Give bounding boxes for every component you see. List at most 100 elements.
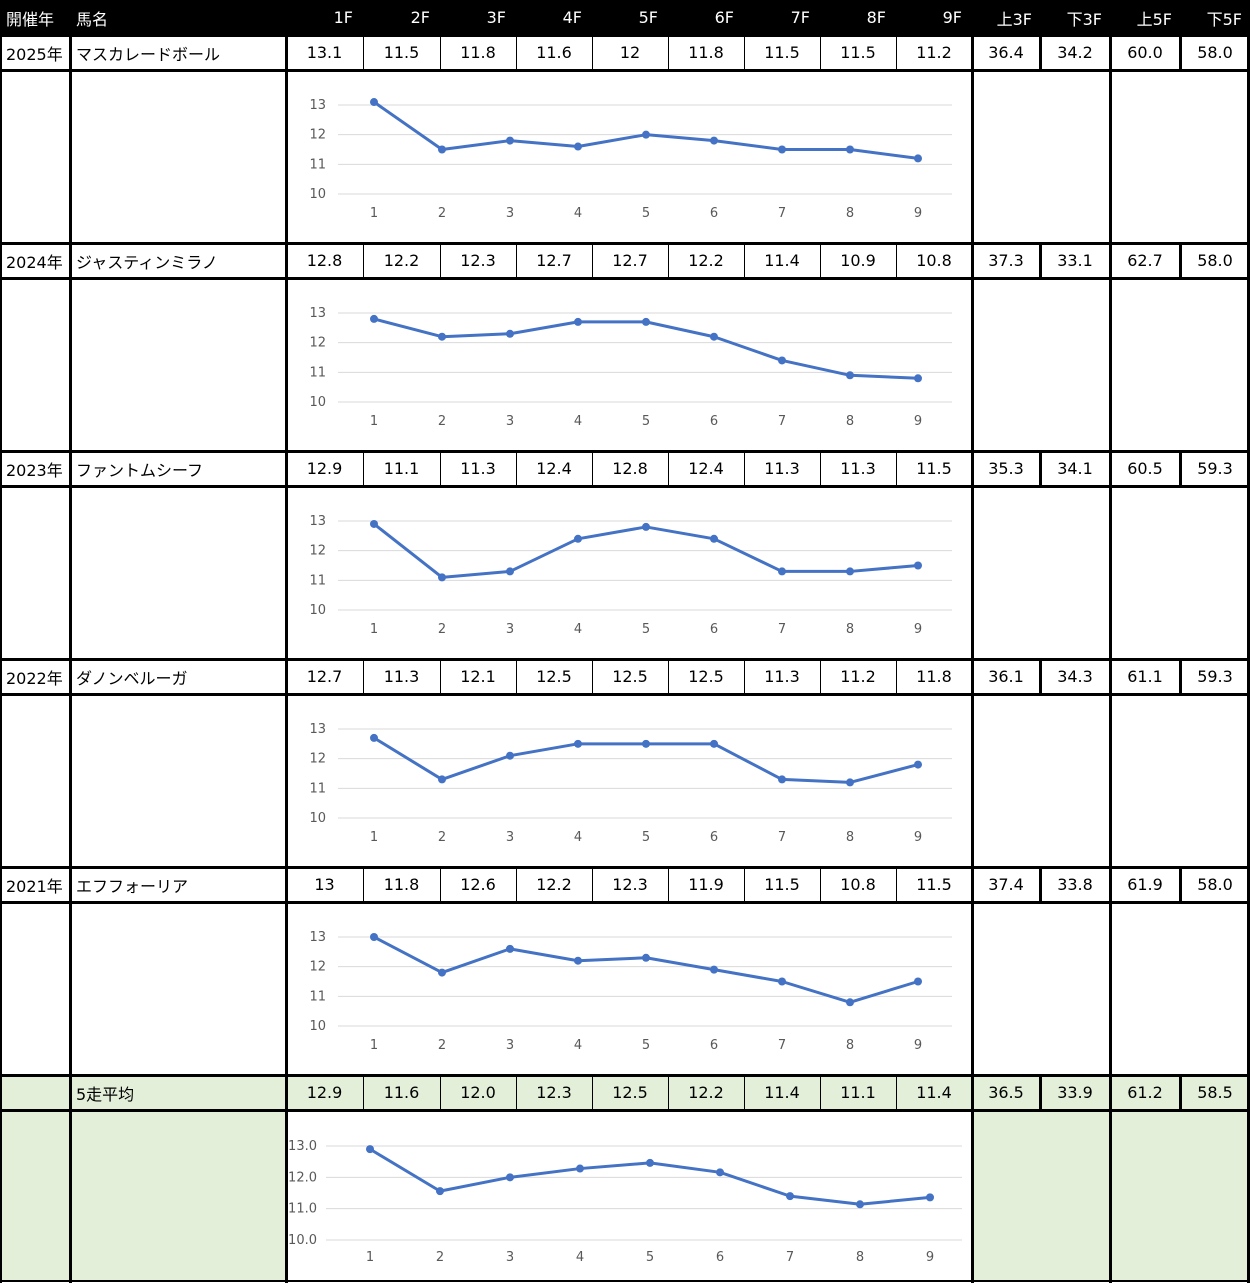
- lap-cell-8: 10.8: [840, 875, 876, 894]
- grid-vline: [1179, 451, 1182, 486]
- grid-vline: [69, 451, 72, 486]
- grid-vline: [285, 451, 288, 486]
- lap-cell-5: 12: [619, 43, 641, 62]
- split-cell-2: 33.1: [1057, 251, 1093, 270]
- grid-vline: [1247, 451, 1250, 486]
- data-point: [642, 317, 650, 326]
- row-horse-name: マスカレードボール: [76, 44, 221, 64]
- header-lap-9: 9F: [896, 0, 972, 35]
- header-lap-5: 5F: [592, 0, 668, 35]
- grid-vline: [440, 35, 441, 70]
- grid-vline: [971, 867, 974, 902]
- lap-cell-7: 11.5: [764, 43, 800, 62]
- header-year: 開催年: [0, 0, 70, 35]
- data-point: [846, 145, 854, 154]
- grid-vline: [440, 451, 441, 486]
- series-line: [373, 317, 919, 380]
- grid-vline: [1247, 35, 1250, 70]
- split-cell-1: 37.3: [988, 251, 1024, 270]
- data-point: [926, 1193, 934, 1202]
- series-line: [373, 100, 919, 160]
- grid-vline: [285, 35, 288, 70]
- data-point: [914, 154, 922, 163]
- split-cell-1: 37.4: [988, 875, 1024, 894]
- grid-vline: [69, 1110, 72, 1283]
- grid-vline: [1109, 70, 1112, 243]
- grid-vline: [69, 486, 72, 659]
- y-tick-label: 10: [309, 1019, 326, 1034]
- split-cell-4: 58.0: [1197, 251, 1233, 270]
- lap-cell-7: 11.3: [764, 667, 800, 686]
- split-cell-3: 61.2: [1127, 1083, 1163, 1102]
- grid-vline: [1247, 902, 1250, 1075]
- data-point: [642, 522, 650, 531]
- grid-vline: [896, 451, 897, 486]
- grid-vline: [69, 70, 72, 243]
- y-tick-label: 12: [309, 336, 326, 351]
- grid-vline: [0, 1110, 2, 1283]
- grid-vline: [896, 867, 897, 902]
- grid-hline: [0, 1280, 1250, 1282]
- grid-vline: [440, 659, 441, 694]
- grid-hline: [0, 34, 1250, 37]
- grid-vline: [363, 243, 364, 278]
- grid-vline: [1247, 278, 1250, 451]
- grid-vline: [440, 1075, 441, 1110]
- lap-cell-3: 12.0: [460, 1083, 496, 1102]
- grid-vline: [69, 659, 72, 694]
- grid-vline: [0, 1075, 2, 1110]
- grid-vline: [1247, 694, 1250, 867]
- x-tick-label: 7: [778, 830, 786, 845]
- data-point: [370, 98, 378, 107]
- grid-vline: [1109, 1110, 1112, 1283]
- y-tick-label: 13: [309, 930, 326, 945]
- y-tick-label: 10: [309, 187, 326, 202]
- x-tick-label: 1: [370, 414, 378, 429]
- grid-vline: [896, 35, 897, 70]
- row-horse-name: ファントムシーフ: [76, 460, 204, 480]
- x-tick-label: 8: [846, 206, 854, 221]
- grid-vline: [1247, 1075, 1250, 1110]
- grid-vline: [0, 278, 2, 451]
- header-lap-4: 4F: [516, 0, 592, 35]
- x-tick-label: 5: [642, 1038, 650, 1053]
- line-chart-svg: 10.0 11.0 12.0 13.0 1 2 3 4 5 6 7 8 9: [288, 1139, 962, 1265]
- grid-hline: [0, 1109, 1250, 1112]
- y-tick-label: 10: [309, 811, 326, 826]
- x-tick-label: 3: [506, 414, 514, 429]
- grid-vline: [1109, 902, 1112, 1075]
- split-cell-4: 58.0: [1197, 43, 1233, 62]
- header-split-2: 下3F: [1040, 0, 1110, 35]
- lap-cell-3: 11.8: [460, 43, 496, 62]
- grid-vline: [1109, 243, 1112, 278]
- lap-cell-6: 12.2: [688, 251, 724, 270]
- grid-vline: [69, 278, 72, 451]
- grid-vline: [1039, 659, 1042, 694]
- grid-vline: [69, 867, 72, 902]
- grid-vline: [971, 278, 974, 451]
- grid-vline: [285, 70, 288, 243]
- header-split-1: 上3F: [972, 0, 1040, 35]
- lap-cell-6: 12.4: [688, 459, 724, 478]
- x-tick-label: 7: [786, 1250, 794, 1265]
- x-tick-label: 8: [846, 830, 854, 845]
- grid-vline: [971, 486, 974, 659]
- data-point: [438, 775, 446, 784]
- lap-cell-9: 11.5: [916, 459, 952, 478]
- x-tick-label: 6: [710, 830, 718, 845]
- header-lap-6: 6F: [668, 0, 744, 35]
- x-tick-label: 9: [914, 830, 922, 845]
- x-tick-label: 2: [438, 830, 446, 845]
- grid-vline: [0, 70, 2, 243]
- lap-cell-2: 11.1: [383, 459, 420, 478]
- x-tick-label: 8: [846, 414, 854, 429]
- grid-vline: [440, 867, 441, 902]
- split-cell-1: 35.3: [988, 459, 1024, 478]
- y-tick-label: 11: [309, 365, 326, 380]
- grid-vline: [1179, 1075, 1182, 1110]
- grid-vline: [668, 867, 669, 902]
- y-tick-label: 10: [309, 603, 326, 618]
- split-cell-3: 61.9: [1127, 875, 1163, 894]
- x-tick-label: 1: [370, 622, 378, 637]
- x-tick-label: 6: [710, 206, 718, 221]
